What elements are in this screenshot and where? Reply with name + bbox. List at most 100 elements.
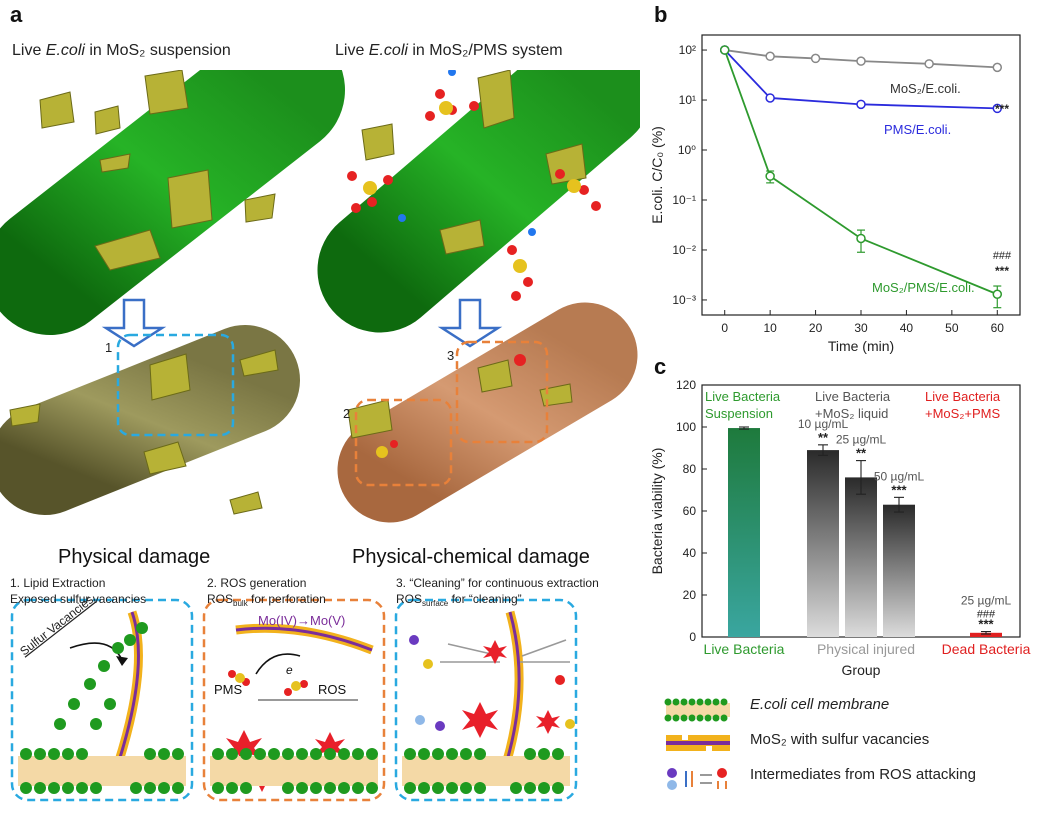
box-2 bbox=[354, 398, 453, 487]
legend-mos2-label: MoS₂ with sulfur vacancies bbox=[750, 731, 930, 748]
bacteria-illustration: 1 2 3 bbox=[0, 70, 640, 523]
x-axis-label: Time (min) bbox=[828, 338, 894, 354]
live-ecoli-rod-left bbox=[0, 70, 345, 335]
y-tick-label: 10⁰ bbox=[678, 143, 696, 157]
y-tick-label: 10⁻² bbox=[672, 243, 696, 257]
series-line bbox=[724, 49, 998, 69]
conc-label: 10 µg/mL bbox=[798, 417, 849, 431]
conc-label: 25 µg/mL bbox=[836, 433, 887, 447]
intermediates-swatch-icon bbox=[667, 768, 727, 790]
box-3-label: 3 bbox=[447, 348, 454, 363]
damaged-rod-right bbox=[337, 302, 638, 523]
sig-mark: ** bbox=[818, 430, 829, 445]
conc-label: 50 µg/mL bbox=[874, 469, 925, 483]
x-tick-label: 10 bbox=[763, 321, 777, 335]
physical-chemical-damage-label: Physical-chemical damage bbox=[352, 546, 590, 568]
series-label-pms: PMS/E.coli. bbox=[884, 122, 951, 137]
mech2-subtitle: ROSbulk for perforation bbox=[207, 592, 326, 608]
x-tick-label: 20 bbox=[809, 321, 823, 335]
bar bbox=[807, 450, 839, 637]
box-2-label: 2 bbox=[343, 406, 350, 421]
y-axis-label: E.coli. C/C₀ (%) bbox=[649, 126, 665, 224]
pms-label: PMS bbox=[214, 682, 243, 697]
x-tick-label: 60 bbox=[991, 321, 1005, 335]
data-point bbox=[992, 62, 1003, 73]
data-point bbox=[992, 289, 1003, 300]
physical-damage-label: Physical damage bbox=[58, 546, 211, 568]
membrane-strips bbox=[18, 622, 570, 794]
sig-hash: ### bbox=[993, 250, 1012, 262]
bar bbox=[845, 477, 877, 637]
legend-intermediates-label: Intermediates from ROS attacking bbox=[750, 766, 976, 783]
down-arrow-left-icon bbox=[101, 298, 167, 348]
mech3-title: 3. “Cleaning” for continuous extraction bbox=[396, 576, 599, 590]
sig-mark: *** bbox=[978, 617, 994, 632]
bar bbox=[883, 504, 915, 637]
mos2-swatch-icon bbox=[666, 735, 730, 751]
down-arrow-right-icon bbox=[437, 298, 503, 348]
data-point bbox=[765, 51, 775, 62]
series-label-mos2: MoS₂/E.coli. bbox=[890, 81, 961, 96]
redox-label: Mo(IV)→Mo(V) bbox=[258, 613, 345, 628]
group-header-line2: Suspension bbox=[705, 406, 773, 421]
group-header-line1: Live Bacteria bbox=[815, 389, 891, 404]
group-label: Live Bacteria bbox=[704, 641, 785, 657]
sig-hash: ### bbox=[977, 609, 996, 621]
data-point bbox=[719, 45, 730, 55]
mech3-subtitle: ROSsurface for “cleaning” bbox=[396, 592, 522, 608]
y-tick-label: 10² bbox=[679, 43, 696, 57]
decay-line-chart: 10² 10¹ 10⁰ 10⁻¹ 10⁻² 10⁻³ 0 10 20 30 40 50 60 Time (… bbox=[649, 34, 1021, 354]
data-point bbox=[924, 59, 934, 69]
conc-label: 25 µg/mL bbox=[961, 594, 1012, 608]
group-header-line2: +MoS₂ liquid bbox=[815, 406, 888, 421]
group-header-line2: +MoS₂+PMS bbox=[925, 406, 1000, 421]
legend-membrane-label: E.coli cell membrane bbox=[750, 696, 890, 713]
y-tick-label: 10⁻¹ bbox=[672, 193, 696, 207]
mech1-title: 1. Lipid Extraction bbox=[10, 576, 105, 590]
series-label-mos2-pms: MoS₂/PMS/E.coli. bbox=[872, 280, 975, 295]
data-point bbox=[856, 99, 866, 110]
y-tick-label: 80 bbox=[683, 462, 697, 476]
box-1-label: 1 bbox=[105, 340, 112, 355]
box-1 bbox=[116, 333, 235, 437]
y-tick-label: 10⁻³ bbox=[672, 293, 696, 307]
mech2-title: 2. ROS generation bbox=[207, 576, 306, 590]
group-label: Physical injured bbox=[817, 641, 915, 657]
series-line bbox=[724, 49, 998, 110]
legend-swatches bbox=[664, 698, 730, 790]
y-tick-label: 20 bbox=[683, 588, 697, 602]
membrane-swatch-icon bbox=[664, 698, 730, 722]
data-point bbox=[856, 233, 866, 244]
group-label: Dead Bacteria bbox=[942, 641, 1031, 657]
x-tick-label: 50 bbox=[945, 321, 959, 335]
data-point bbox=[765, 171, 775, 181]
x-tick-label: 40 bbox=[900, 321, 914, 335]
y-tick-label: 40 bbox=[683, 546, 697, 560]
ros-label: ROS bbox=[318, 682, 347, 697]
viability-bar-chart: 0 20 40 60 80 100 120 Bacteria viability (%) Liv… bbox=[649, 378, 1031, 678]
data-point bbox=[765, 93, 775, 103]
group-header-line1: Live Bacteria bbox=[705, 389, 781, 404]
sig-mos2-pms: *** bbox=[995, 264, 1009, 278]
mech1-subtitle: Exposed sulfur vacancies bbox=[10, 592, 146, 606]
right-caption: Live E.coli in MoS₂/PMS system bbox=[335, 42, 563, 59]
group-header-line1: Live Bacteria bbox=[925, 389, 1001, 404]
y-tick-label: 10¹ bbox=[679, 93, 696, 107]
bar bbox=[728, 428, 760, 637]
y-tick-label: 100 bbox=[676, 420, 696, 434]
left-caption: Live E.coli in MoS₂ suspension bbox=[12, 42, 231, 59]
y-tick-label: 0 bbox=[689, 630, 696, 644]
series-line bbox=[723, 49, 998, 296]
panel-a-letter: a bbox=[10, 2, 23, 27]
x-tick-label: 30 bbox=[854, 321, 868, 335]
x-tick-label: 0 bbox=[721, 321, 728, 335]
panel-b-letter: b bbox=[654, 2, 668, 27]
y-tick-label: 120 bbox=[676, 378, 696, 392]
mos2-flakes-left bbox=[39, 70, 276, 271]
sig-pms: *** bbox=[995, 102, 1009, 116]
sig-mark: *** bbox=[891, 482, 907, 497]
pms-molecules bbox=[347, 70, 601, 301]
x-axis-label: Group bbox=[842, 662, 881, 678]
data-point bbox=[856, 56, 866, 66]
electron-label: e bbox=[286, 663, 293, 677]
